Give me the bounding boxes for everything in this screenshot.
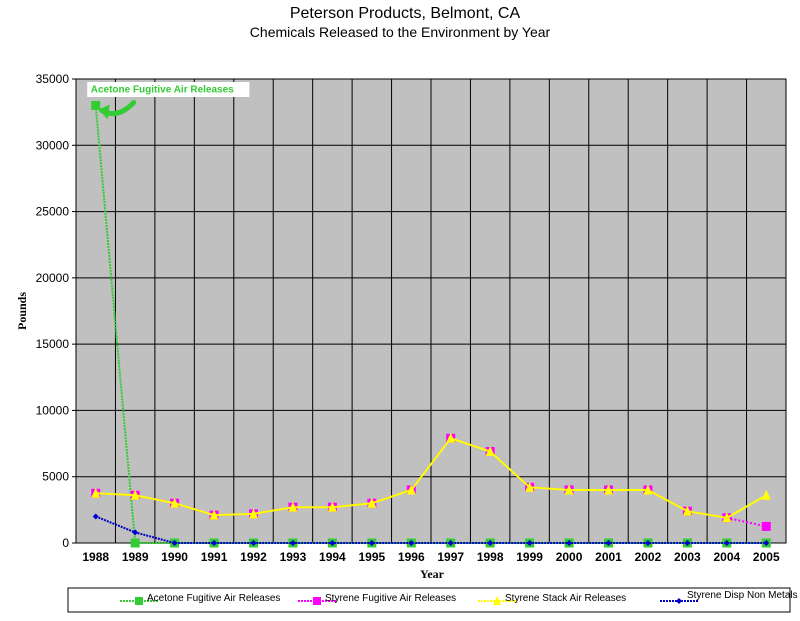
legend-label: Styrene Disp Non Metals (687, 590, 798, 601)
x-tick-label: 2003 (674, 550, 701, 564)
y-tick-label: 15000 (36, 337, 70, 351)
y-tick-label: 35000 (36, 72, 70, 86)
legend-swatch-marker (135, 597, 143, 605)
x-tick-label: 1991 (201, 550, 228, 564)
x-tick-label: 1994 (319, 550, 346, 564)
series-line-styrene-stack-air-releases (95, 437, 767, 519)
data-point-styrene-disp-non-metals (526, 540, 533, 546)
data-point-styrene-disp-non-metals (329, 540, 336, 546)
legend-label: Styrene Fugitive Air Releases (325, 593, 456, 604)
x-axis-label: Year (420, 567, 445, 581)
x-tick-label: 1992 (240, 550, 267, 564)
y-axis-ticks: 0 5000 10000 15000 20000 25000 30000 35000 (36, 72, 76, 550)
data-point-styrene-stack-air-releases (643, 484, 653, 495)
series-styrene-disp-non-metals (92, 513, 770, 546)
data-point-styrene-stack-air-releases (170, 497, 180, 508)
data-point-styrene-disp-non-metals (684, 540, 691, 546)
legend-item-acetone-fugitive-air-releases: Acetone Fugitive Air Releases (120, 593, 280, 605)
legend-swatch-marker (313, 597, 321, 605)
x-tick-label: 2001 (595, 550, 622, 564)
chart-title: Peterson Products, Belmont, CA (290, 5, 521, 22)
data-point-acetone-fugitive-air-releases (91, 101, 101, 111)
x-tick-label: 1989 (122, 550, 149, 564)
legend-item-styrene-fugitive-air-releases: Styrene Fugitive Air Releases (298, 593, 456, 605)
data-point-styrene-stack-air-releases (209, 509, 219, 520)
legend: Acetone Fugitive Air Releases Styrene Fug… (67, 587, 798, 613)
annotation-layer: Acetone Fugitive Air Releases (87, 82, 250, 120)
data-point-styrene-fugitive-air-releases (761, 521, 771, 531)
data-point-styrene-stack-air-releases (288, 501, 298, 512)
data-point-styrene-stack-air-releases (525, 481, 535, 492)
data-point-styrene-disp-non-metals (368, 540, 375, 546)
series-line-styrene-disp-non-metals (95, 515, 767, 544)
data-point-styrene-disp-non-metals (211, 540, 218, 546)
x-tick-label: 1997 (437, 550, 464, 564)
data-point-styrene-stack-air-releases (130, 489, 140, 500)
y-tick-label: 10000 (36, 403, 70, 417)
data-point-styrene-disp-non-metals (447, 540, 454, 546)
data-point-styrene-stack-air-releases (91, 487, 101, 498)
annotation-box (87, 82, 250, 98)
legend-label: Acetone Fugitive Air Releases (147, 593, 280, 604)
data-point-styrene-disp-non-metals (605, 540, 612, 546)
data-point-styrene-disp-non-metals (132, 529, 139, 536)
data-point-styrene-stack-air-releases (485, 446, 495, 457)
legend-swatch-marker (493, 596, 501, 605)
legend-item-styrene-disp-non-metals: Styrene Disp Non Metals (660, 590, 798, 604)
chart-subtitle: Chemicals Released to the Environment by… (250, 24, 551, 40)
x-tick-label: 1993 (280, 550, 307, 564)
data-point-styrene-stack-air-releases (722, 512, 732, 523)
data-point-styrene-stack-air-releases (446, 432, 456, 443)
y-tick-label: 30000 (36, 138, 70, 152)
data-point-styrene-stack-air-releases (682, 505, 692, 516)
data-point-styrene-stack-air-releases (327, 501, 337, 512)
data-point-styrene-stack-air-releases (604, 484, 613, 495)
annotation-callout: Acetone Fugitive Air Releases (87, 82, 250, 120)
data-point-styrene-stack-air-releases (564, 484, 574, 495)
data-point-styrene-disp-non-metals (566, 540, 573, 546)
data-point-styrene-disp-non-metals (92, 513, 99, 520)
plot-area (75, 78, 787, 544)
data-point-styrene-disp-non-metals (723, 540, 730, 546)
data-point-acetone-fugitive-air-releases (130, 538, 140, 548)
data-point-styrene-stack-air-releases (761, 489, 771, 500)
data-point-styrene-stack-air-releases (249, 508, 258, 519)
annotation-label: Acetone Fugitive Air Releases (91, 85, 234, 96)
data-point-styrene-disp-non-metals (289, 540, 296, 546)
data-point-styrene-stack-air-releases (367, 497, 377, 508)
legend-label: Styrene Stack Air Releases (505, 593, 626, 604)
x-tick-label: 1996 (398, 550, 425, 564)
x-tick-label: 2002 (635, 550, 662, 564)
y-tick-label: 5000 (42, 470, 69, 484)
x-tick-label: 1999 (516, 550, 543, 564)
series-layer (91, 101, 771, 548)
y-tick-label: 0 (62, 536, 69, 550)
y-tick-label: 25000 (36, 205, 70, 219)
x-tick-label: 2004 (713, 550, 740, 564)
x-tick-label: 1995 (358, 550, 385, 564)
legend-item-styrene-stack-air-releases: Styrene Stack Air Releases (478, 593, 626, 605)
data-point-styrene-disp-non-metals (487, 540, 494, 546)
legend-swatch-marker (676, 598, 682, 604)
x-tick-label: 1988 (82, 550, 109, 564)
y-tick-label: 20000 (36, 271, 70, 285)
data-point-styrene-disp-non-metals (408, 540, 415, 546)
x-tick-label: 1990 (161, 550, 188, 564)
data-point-styrene-disp-non-metals (250, 540, 257, 546)
x-axis-ticks: 1988 1989 1990 1991 1992 1993 1994 1995 1996 1997… (82, 550, 780, 564)
data-point-styrene-disp-non-metals (763, 540, 770, 546)
x-tick-label: 2000 (556, 550, 583, 564)
y-axis-label: Pounds (15, 292, 29, 330)
data-point-styrene-stack-air-releases (406, 484, 416, 495)
data-point-styrene-disp-non-metals (644, 540, 651, 546)
x-tick-label: 2005 (753, 550, 780, 564)
annotation-arrow-head (98, 104, 110, 120)
series-styrene-stack-air-releases (91, 432, 771, 523)
data-point-styrene-disp-non-metals (171, 540, 178, 546)
x-tick-label: 1998 (477, 550, 504, 564)
